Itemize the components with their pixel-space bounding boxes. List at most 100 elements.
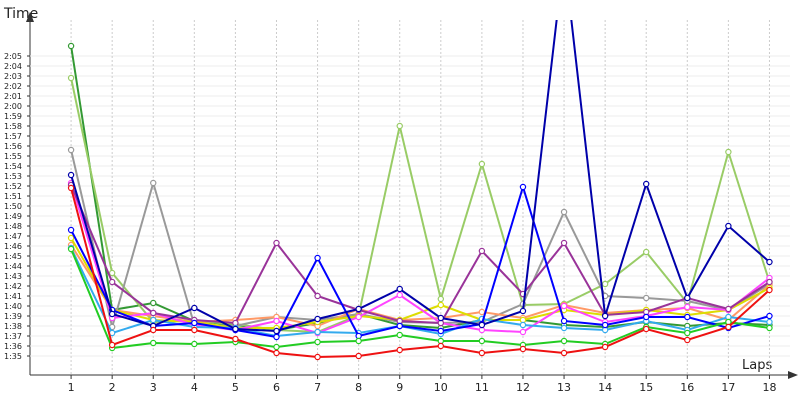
y-tick-label: 1:47 [4, 232, 22, 241]
y-tick-label: 2:04 [4, 62, 22, 71]
point [560, 324, 568, 332]
point [191, 304, 198, 312]
point [67, 245, 75, 253]
x-tick-label: 1 [68, 381, 75, 394]
x-axis-label: Laps [742, 358, 772, 373]
point [273, 333, 280, 341]
point [67, 74, 75, 82]
point [191, 340, 198, 348]
point [725, 222, 732, 230]
point [273, 239, 280, 247]
point [314, 328, 321, 336]
point [108, 278, 116, 286]
x-tick-label: 9 [396, 381, 403, 394]
point [191, 319, 198, 327]
x-tick-label: 7 [314, 381, 321, 394]
point [684, 313, 691, 321]
x-tick-label: 2 [109, 381, 116, 394]
x-tick-label: 15 [639, 381, 653, 394]
y-tick-label: 1:45 [4, 252, 22, 261]
y-tick-label: 2:02 [4, 82, 22, 91]
point [273, 317, 280, 325]
point [766, 312, 773, 320]
x-tick-label: 6 [273, 381, 280, 394]
point [725, 323, 732, 331]
point [437, 342, 445, 350]
point [601, 312, 609, 320]
point [150, 179, 157, 187]
point [273, 349, 280, 357]
y-tick-label: 1:49 [4, 212, 22, 221]
point [67, 234, 75, 242]
y-tick-label: 1:56 [4, 142, 22, 151]
x-tick-label: 8 [355, 381, 362, 394]
point [273, 327, 280, 335]
x-axis-arrow [788, 371, 798, 379]
point [684, 303, 691, 311]
point [67, 146, 75, 154]
point [766, 278, 773, 286]
series-line [70, 20, 771, 333]
x-tick-label: 3 [150, 381, 157, 394]
point [314, 292, 321, 300]
point [150, 339, 157, 347]
y-tick-label: 1:54 [4, 162, 22, 171]
point [355, 337, 362, 345]
series-line [70, 247, 770, 338]
point [478, 247, 486, 255]
point [314, 353, 321, 361]
y-axis-arrow [26, 12, 34, 22]
point [684, 329, 691, 337]
point [314, 338, 321, 346]
point [396, 322, 403, 330]
x-tick-label: 16 [680, 381, 694, 394]
y-tick-label: 1:46 [4, 242, 22, 251]
y-tick-label: 1:38 [4, 322, 22, 331]
point [725, 305, 732, 313]
series-line [70, 183, 770, 339]
point [437, 301, 445, 309]
x-tick-label: 10 [434, 381, 448, 394]
point [150, 316, 157, 324]
point [191, 326, 198, 334]
y-tick-label: 2:05 [4, 52, 22, 61]
point [108, 310, 116, 318]
point [437, 327, 445, 335]
y-tick-label: 1:53 [4, 172, 22, 181]
point [232, 335, 239, 343]
y-tick-label: 1:48 [4, 222, 22, 231]
point [396, 331, 403, 339]
point [766, 324, 773, 332]
point [478, 308, 486, 316]
y-tick-label: 1:52 [4, 182, 22, 191]
point [519, 345, 527, 353]
point [643, 180, 650, 188]
point [684, 336, 691, 344]
y-tick-label: 1:43 [4, 272, 22, 281]
point [396, 285, 403, 293]
y-tick-label: 1:44 [4, 262, 22, 271]
point [437, 314, 445, 322]
point [478, 321, 486, 329]
point [232, 325, 239, 333]
point [437, 295, 445, 303]
y-tick-label: 2:00 [4, 102, 22, 111]
point [519, 328, 527, 336]
point [519, 183, 527, 191]
point [766, 318, 773, 326]
point [150, 299, 157, 307]
point [725, 148, 732, 156]
point [478, 337, 486, 345]
y-tick-label: 1:50 [4, 202, 22, 211]
point [396, 122, 403, 130]
series-line [70, 187, 771, 359]
point [355, 352, 362, 360]
y-tick-label: 2:01 [4, 92, 22, 101]
series-line [70, 248, 770, 350]
point [601, 280, 609, 288]
x-tick-label: 17 [721, 381, 735, 394]
point [560, 317, 568, 325]
x-tick-label: 4 [191, 381, 198, 394]
y-tick-label: 1:40 [4, 302, 22, 311]
